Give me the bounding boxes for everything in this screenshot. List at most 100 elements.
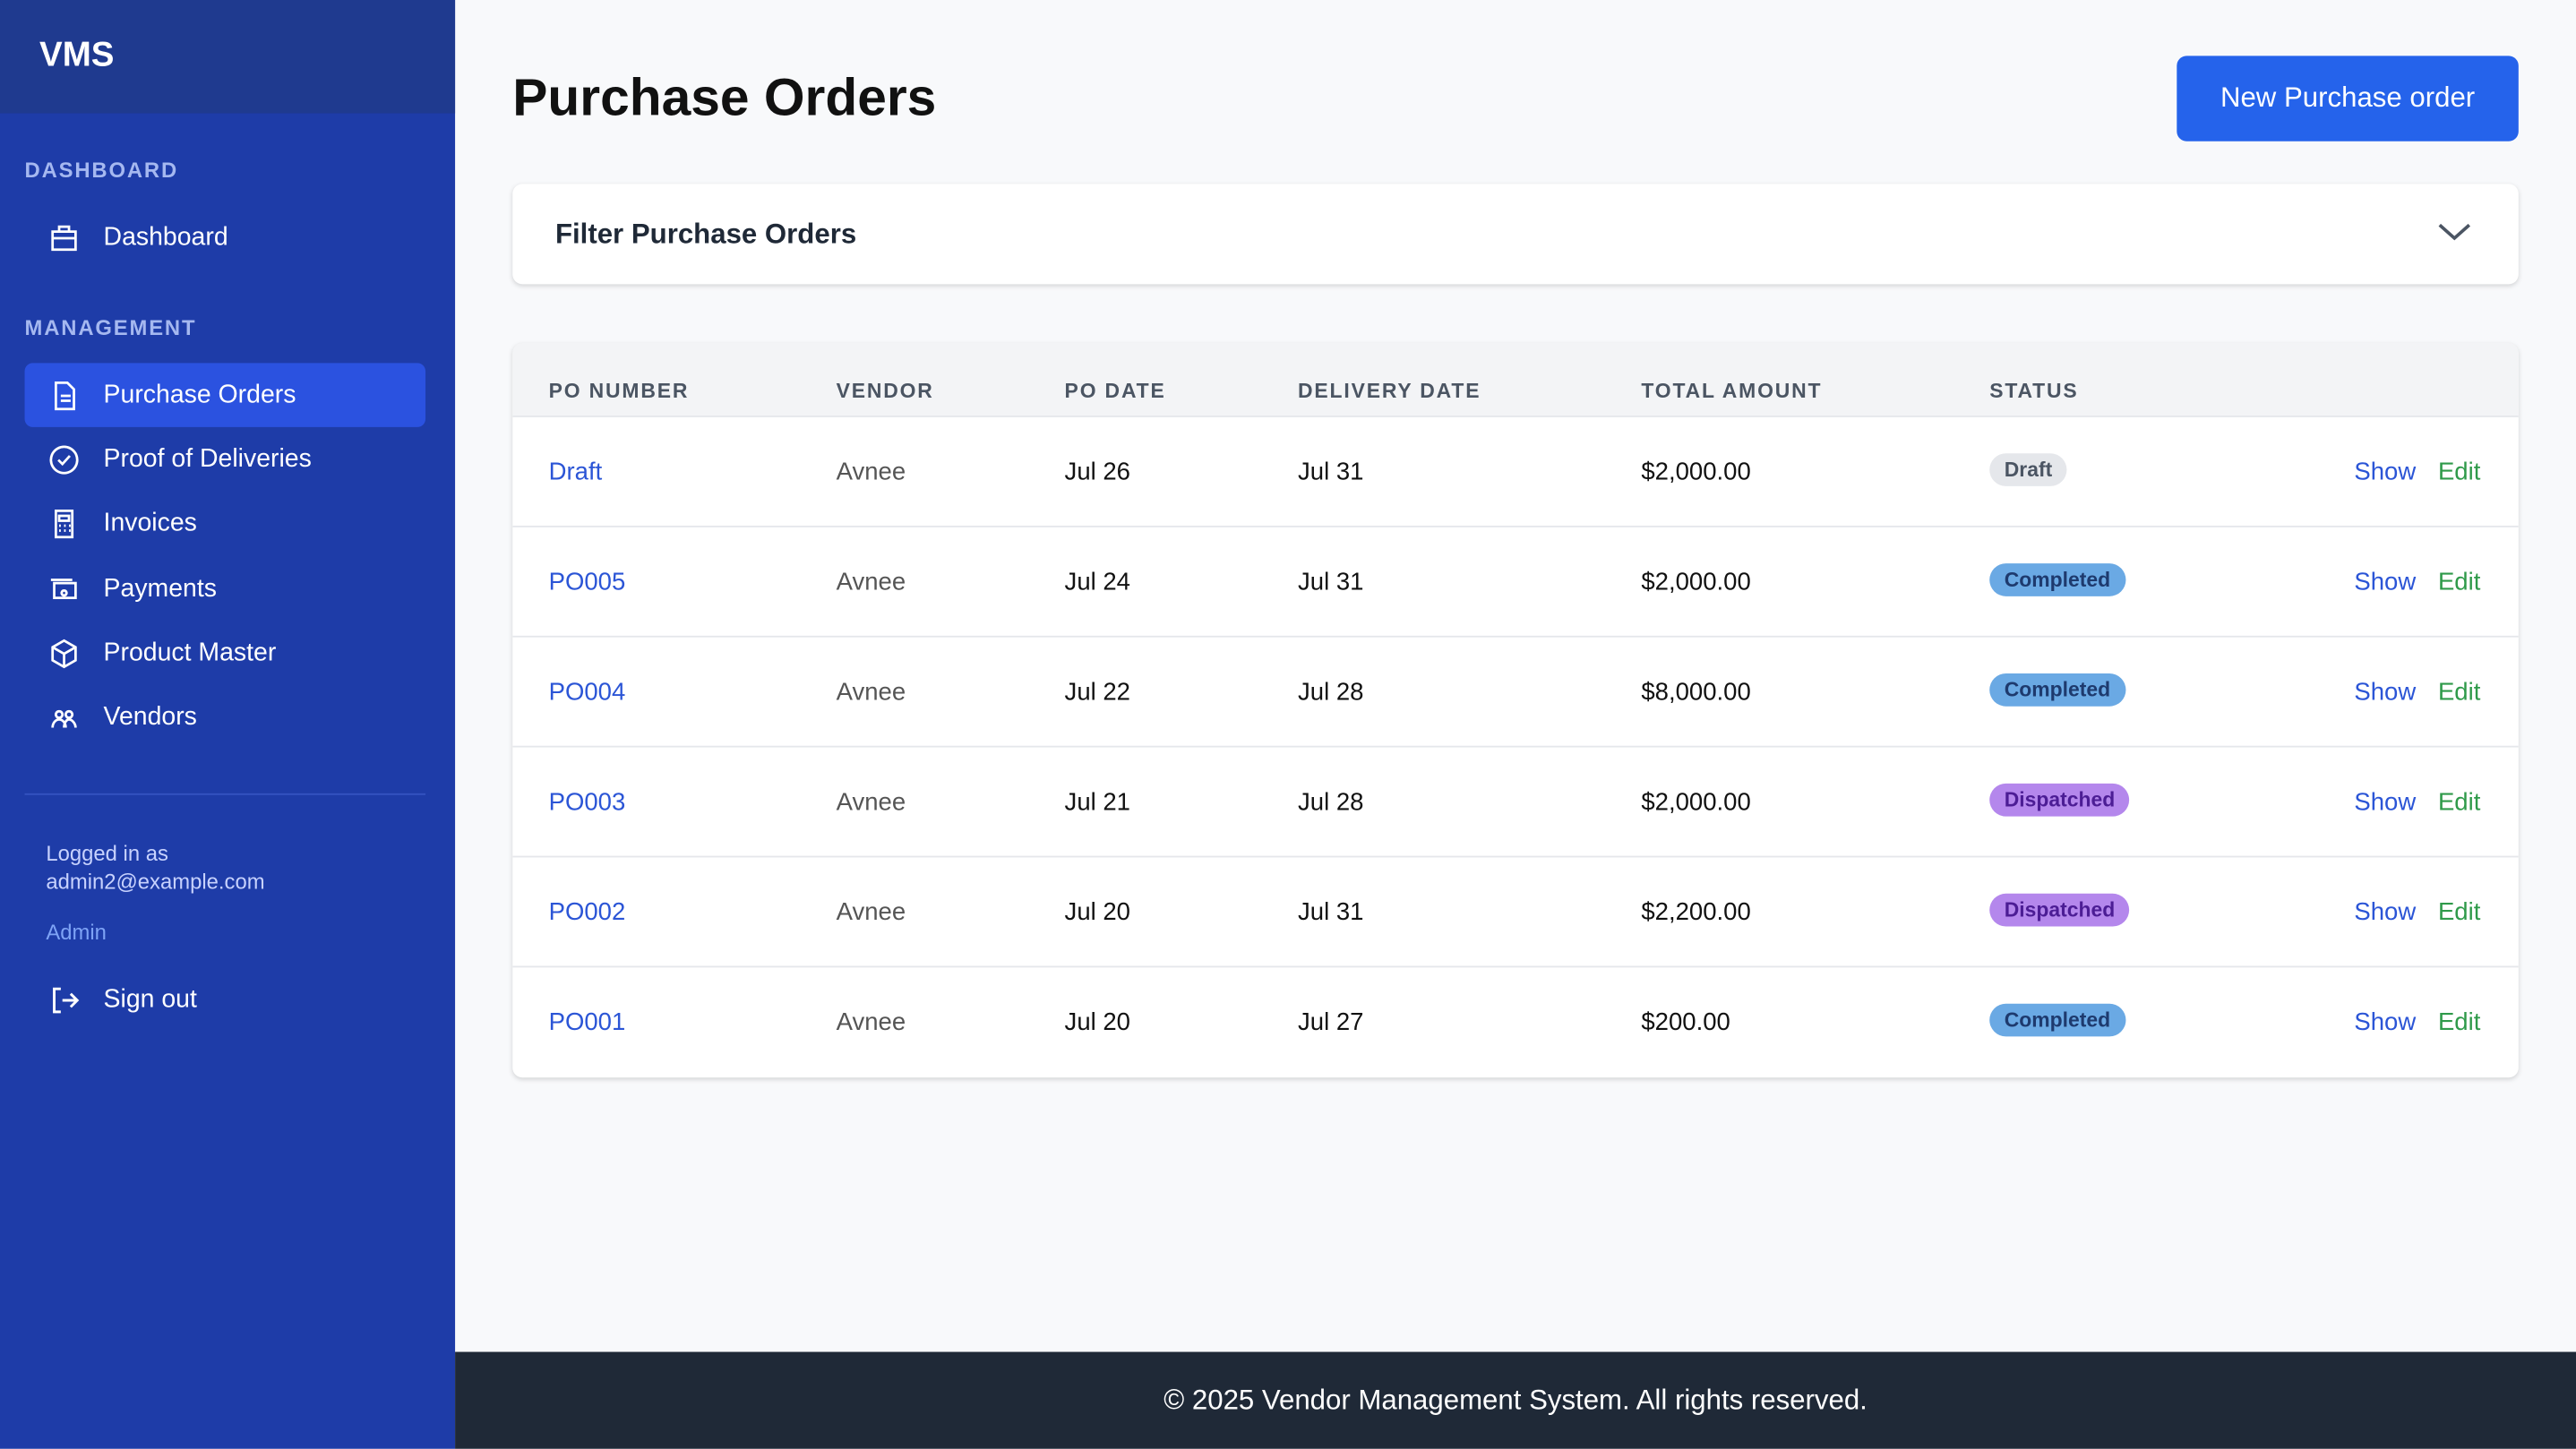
nav-heading: MANAGEMENT [24, 315, 197, 340]
cell: Jul 20 [1064, 898, 1130, 927]
footer: © 2025 Vendor Management System. All rig… [455, 1351, 2576, 1449]
show-link[interactable]: Show [2354, 1008, 2417, 1037]
nav-icon [50, 579, 77, 600]
table-row: PO005 Avnee Jul 24 Jul 31 $2,000.00 Completed… [512, 525, 2519, 638]
column-header: TOTAL AMOUNT [1641, 379, 1823, 403]
nav-text: Purchase Orders [103, 381, 296, 409]
nav-text: Product Master [103, 639, 277, 667]
edit-link[interactable]: Edit [2437, 898, 2481, 927]
cell: Jul 21 [1064, 788, 1130, 817]
show-link[interactable]: Show [2354, 788, 2417, 817]
icon-path [49, 445, 79, 475]
column-header: PO NUMBER [548, 379, 690, 403]
nav-item[interactable]: Dashboard [25, 205, 426, 270]
cell: Jul 24 [1064, 568, 1130, 596]
nav-item[interactable]: Product Master [25, 621, 426, 685]
cell: $8,000.00 [1641, 678, 1751, 707]
nav-icon [54, 381, 75, 411]
status-badge: Dispatched [1989, 783, 2130, 817]
nav-icon [51, 639, 77, 669]
icon-path [51, 709, 77, 728]
cell: Jul 27 [1298, 1008, 1364, 1037]
nav-text: Payments [103, 574, 217, 604]
status-badge: Completed [1989, 1003, 2125, 1037]
nav-text: Proof of Deliveries [103, 445, 312, 474]
table-row: PO003 Avnee Jul 21 Jul 28 $2,000.00 Dispatche… [512, 745, 2519, 858]
edit-link[interactable]: Edit [2437, 788, 2481, 817]
cell: $2,000.00 [1641, 788, 1751, 817]
table-header [512, 343, 2519, 416]
show-link[interactable]: Show [2354, 898, 2417, 927]
column-header: VENDOR [836, 379, 934, 403]
nav-item[interactable]: Invoices [25, 491, 426, 555]
cell: Avnee [836, 788, 906, 817]
user-email: admin2@example.com [46, 869, 265, 894]
cell: Jul 28 [1298, 678, 1364, 707]
page-title: Purchase Orders [512, 67, 937, 127]
table-row: PO004 Avnee Jul 22 Jul 28 $8,000.00 Completed… [512, 635, 2519, 748]
cell: Avnee [836, 1008, 906, 1037]
cell: Avnee [836, 568, 906, 596]
nav-item[interactable]: Payments [25, 557, 426, 622]
cell: Jul 20 [1064, 1008, 1130, 1037]
chevron [2438, 223, 2471, 241]
icon-path [54, 381, 75, 411]
nav-text: Dashboard [103, 223, 228, 252]
icon-path [51, 639, 77, 669]
cell: Jul 31 [1298, 898, 1364, 927]
nav-text: Vendors [103, 703, 197, 732]
sign-out-text: Sign out [103, 985, 197, 1014]
po-link[interactable]: Draft [548, 458, 603, 486]
new-po-button[interactable]: New Purchase order [2177, 56, 2519, 141]
show-link[interactable]: Show [2354, 458, 2417, 486]
nav-heading: DASHBOARD [24, 158, 179, 183]
nav-text: Invoices [103, 509, 197, 537]
sidebar: VMS Logged in as admin2@example.com Admi… [0, 0, 456, 1449]
po-link[interactable]: PO001 [548, 1008, 626, 1037]
cell: Jul 28 [1298, 788, 1364, 817]
filter-title: Filter Purchase Orders [554, 218, 857, 250]
user-role: Admin [46, 920, 107, 945]
cell: Jul 31 [1298, 458, 1364, 486]
po-link[interactable]: PO003 [548, 788, 626, 817]
status-badge: Dispatched [1989, 893, 2130, 927]
po-table: PO NUMBER VENDOR PO DATE DELIVERY DATE TOTAL… [512, 343, 2519, 1078]
filter-card[interactable]: Filter Purchase Orders [512, 184, 2519, 285]
divider [24, 793, 426, 795]
edit-link[interactable]: Edit [2437, 568, 2481, 596]
cell: $2,000.00 [1641, 568, 1751, 596]
nav-item[interactable]: Purchase Orders [24, 363, 426, 427]
status-badge: Completed [1989, 563, 2125, 596]
edit-link[interactable]: Edit [2437, 458, 2481, 486]
sign-out-icon [53, 987, 80, 1014]
po-link[interactable]: PO005 [548, 568, 626, 596]
column-header: PO DATE [1064, 379, 1166, 403]
po-link[interactable]: PO002 [548, 898, 626, 927]
cell: Avnee [836, 678, 906, 707]
nav-icon [51, 709, 77, 728]
show-link[interactable]: Show [2354, 568, 2417, 596]
table-row: PO002 Avnee Jul 20 Jul 31 $2,200.00 Dispatche… [512, 855, 2519, 968]
status-badge: Completed [1989, 673, 2125, 707]
column-header: DELIVERY DATE [1298, 379, 1481, 403]
status-badge: Draft [1989, 453, 2067, 486]
sign-out[interactable]: Sign out [25, 967, 426, 1032]
edit-link[interactable]: Edit [2437, 1008, 2481, 1037]
brand-bar [0, 0, 456, 114]
brand[interactable]: VMS [39, 36, 115, 74]
nav-item[interactable]: Vendors [25, 685, 426, 750]
cell: Jul 22 [1064, 678, 1130, 707]
table-row: Draft Avnee Jul 26 Jul 31 $2,000.00 Draft Show… [512, 416, 2519, 527]
po-link[interactable]: PO004 [548, 678, 626, 707]
icon-path [50, 579, 77, 600]
nav-icon [51, 225, 77, 252]
icon-path [54, 510, 74, 539]
cell: $2,000.00 [1641, 458, 1751, 486]
cell: Jul 26 [1064, 458, 1130, 486]
footer-text: © 2025 Vendor Management System. All rig… [1163, 1385, 1868, 1417]
edit-link[interactable]: Edit [2437, 678, 2481, 707]
show-link[interactable]: Show [2354, 678, 2417, 707]
nav-item[interactable]: Proof of Deliveries [25, 427, 426, 492]
